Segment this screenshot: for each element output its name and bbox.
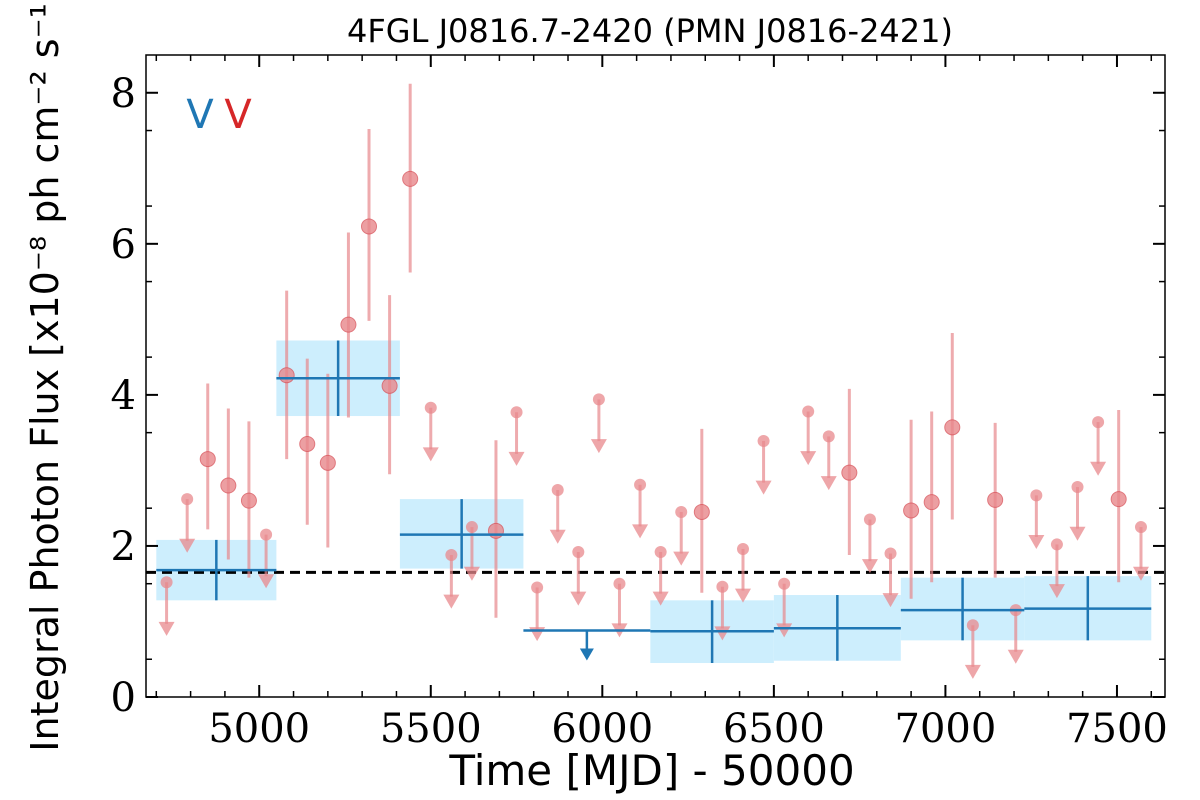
monthly-upper-limit-arrow <box>463 566 480 581</box>
monthly-upper-limit-marker <box>260 528 273 541</box>
monthly-upper-limit-marker <box>465 521 478 534</box>
monthly-upper-limit-arrow <box>258 574 275 589</box>
monthly-upper-limit-arrow <box>652 591 669 606</box>
monthly-data-point <box>923 494 940 511</box>
monthly-data-point <box>240 492 257 509</box>
monthly-upper-limit-arrow <box>714 626 731 641</box>
y-tick-label: 4 <box>111 373 136 419</box>
monthly-data-point <box>841 464 858 481</box>
monthly-data-point <box>278 367 295 384</box>
monthly-upper-limit-marker <box>531 581 544 594</box>
monthly-upper-limit-marker <box>675 505 688 518</box>
monthly-upper-limit-arrow <box>422 447 439 462</box>
monthly-upper-limit-arrow <box>1069 526 1086 541</box>
monthly-upper-limit-marker <box>181 493 194 506</box>
monthly-upper-limit-arrow <box>1007 649 1024 664</box>
x-axis-label: Time [MJD] - 50000 <box>448 746 854 795</box>
monthly-upper-limit-arrow <box>1048 584 1065 599</box>
monthly-upper-limit-arrow <box>964 664 981 679</box>
monthly-upper-limit-arrow <box>861 559 878 574</box>
monthly-upper-limit-arrow <box>179 538 196 553</box>
monthly-data-point <box>361 218 378 235</box>
monthly-data-point <box>340 316 357 333</box>
monthly-upper-limit-arrow <box>882 593 899 608</box>
y-tick-label: 6 <box>111 222 136 268</box>
monthly-upper-limit-marker <box>1030 489 1043 502</box>
monthly-data-point <box>299 435 316 452</box>
monthly-upper-limit-marker <box>654 545 667 558</box>
monthly-upper-limit-arrow <box>1028 534 1045 549</box>
monthly-upper-limit-marker <box>736 542 749 555</box>
monthly-upper-limit-marker <box>572 545 585 558</box>
x-tick-label: 5500 <box>380 706 482 752</box>
monthly-upper-limit-arrow <box>590 439 607 454</box>
monthly-upper-limit-marker <box>160 576 173 589</box>
variability-marker: V <box>186 92 214 138</box>
monthly-upper-limit-arrow <box>508 451 525 466</box>
monthly-data-point <box>693 503 710 520</box>
monthly-upper-limit-marker <box>592 393 605 406</box>
monthly-data-point <box>381 377 398 394</box>
plot-area: 5000 5500 6000 6500 7000 7500 0 2 4 6 8 V V <box>111 54 1168 752</box>
x-tick-label: 6500 <box>723 706 825 752</box>
monthly-data-point <box>1110 491 1127 508</box>
monthly-upper-limit-arrow <box>570 591 587 606</box>
monthly-data-point <box>319 454 336 471</box>
monthly-data-point <box>987 491 1004 508</box>
y-tick-label: 0 <box>111 675 136 721</box>
x-tick-label: 7000 <box>895 706 997 752</box>
monthly-upper-limit-marker <box>613 577 626 590</box>
plot-frame <box>145 54 1166 698</box>
monthly-upper-limit-marker <box>1050 538 1063 551</box>
y-tick-label: 2 <box>111 524 136 570</box>
monthly-data-point <box>944 419 961 436</box>
monthly-upper-limit-marker <box>822 430 835 443</box>
y-axis-label: Integral Photon Flux [x10⁻⁸ ph cm⁻² s⁻¹] <box>23 0 67 752</box>
monthly-upper-limit-arrow <box>673 551 690 566</box>
variability-marker: V <box>224 92 252 138</box>
monthly-upper-limit-marker <box>551 484 564 497</box>
monthly-upper-limit-arrow <box>158 621 175 636</box>
monthly-upper-limit-marker <box>966 619 979 632</box>
yearly-upper-limit-arrow <box>579 648 594 661</box>
monthly-upper-limit-marker <box>1092 416 1105 429</box>
monthly-data-point <box>903 502 920 519</box>
monthly-data-point <box>220 477 237 494</box>
chart-title: 4FGL J0816.7-2420 (PMN J0816-2421) <box>347 12 953 50</box>
monthly-upper-limit-marker <box>757 434 770 447</box>
monthly-upper-limit-marker <box>778 577 791 590</box>
monthly-upper-limit-arrow <box>529 627 546 642</box>
monthly-upper-limit-arrow <box>632 524 649 539</box>
monthly-upper-limit-marker <box>510 406 523 419</box>
monthly-upper-limit-marker <box>1071 481 1084 494</box>
monthly-upper-limit-arrow <box>800 451 817 466</box>
monthly-upper-limit-arrow <box>443 594 460 609</box>
monthly-upper-limit-arrow <box>1132 566 1149 581</box>
monthly-data-point <box>199 451 216 468</box>
monthly-upper-limit-marker <box>445 549 458 562</box>
monthly-upper-limit-marker <box>863 513 876 526</box>
monthly-data-point <box>402 170 419 187</box>
monthly-upper-limit-arrow <box>776 623 793 638</box>
monthly-upper-limit-marker <box>634 478 647 491</box>
monthly-upper-limit-marker <box>884 547 897 560</box>
x-tick-label: 6000 <box>551 706 653 752</box>
x-tick-label: 5000 <box>208 706 310 752</box>
monthly-upper-limit-arrow <box>755 480 772 495</box>
monthly-upper-limit-arrow <box>820 476 837 491</box>
monthly-upper-limit-marker <box>424 401 437 414</box>
monthly-upper-limit-marker <box>716 580 729 593</box>
monthly-upper-limit-arrow <box>734 588 751 603</box>
monthly-data-point <box>487 522 504 539</box>
monthly-upper-limit-arrow <box>1090 461 1107 476</box>
monthly-upper-limit-arrow <box>549 529 566 544</box>
x-tick-label: 7500 <box>1066 706 1168 752</box>
monthly-upper-limit-marker <box>802 405 815 418</box>
monthly-upper-limit-marker <box>1134 521 1147 534</box>
y-tick-label: 8 <box>111 71 136 117</box>
